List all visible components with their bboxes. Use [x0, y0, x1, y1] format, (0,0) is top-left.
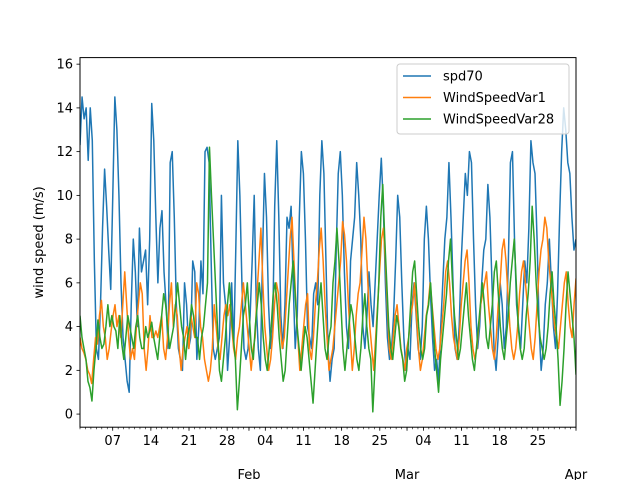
- series-layer: [80, 96, 576, 413]
- y-tick-label: 12: [56, 145, 73, 160]
- y-tick-label: 6: [65, 276, 73, 291]
- y-tick-label: 4: [65, 320, 73, 335]
- x-minor-tick-label: 14: [143, 434, 160, 449]
- y-axis: 0 2 4 6 8 10 12 14 16: [56, 58, 80, 423]
- x-minor-tick-label: 04: [415, 434, 432, 449]
- x-major-tick-label: Feb: [237, 468, 260, 480]
- x-major-tick-label: Mar: [395, 468, 420, 480]
- legend: spd70 WindSpeedVar1 WindSpeedVar28: [396, 63, 570, 135]
- x-minor-tick-label: 07: [104, 434, 121, 449]
- y-tick-label: 10: [56, 189, 73, 204]
- x-minor-tick-label: 18: [333, 434, 350, 449]
- x-minor-tick-label: 11: [295, 434, 312, 449]
- legend-label-WindSpeedVar1: WindSpeedVar1: [443, 91, 546, 106]
- x-axis: 07 14 21 28 04 11 18 25 04 11 18 25 Feb Mar Apr: [79, 427, 588, 480]
- y-tick-label: 2: [65, 364, 73, 379]
- y-tick-label: 0: [65, 408, 73, 423]
- legend-label-WindSpeedVar28: WindSpeedVar28: [443, 113, 554, 128]
- legend-label-spd70: spd70: [443, 70, 483, 85]
- x-minor-tick-label: 25: [530, 434, 547, 449]
- x-minor-tick-label: 04: [257, 434, 274, 449]
- x-minor-tick-label: 25: [372, 434, 389, 449]
- y-axis-label: wind speed (m/s): [32, 186, 47, 298]
- legend-box: [396, 63, 570, 135]
- y-tick-label: 8: [65, 233, 73, 248]
- x-minor-tick-label: 28: [219, 434, 236, 449]
- axes-frame: [79, 57, 577, 428]
- y-tick-label: 16: [56, 58, 73, 73]
- series-line-WindSpeedVar28: [80, 146, 576, 413]
- x-major-tick-label: Apr: [565, 468, 588, 480]
- x-minor-tick-label: 18: [491, 434, 508, 449]
- x-minor-tick-label: 11: [453, 434, 470, 449]
- y-tick-label: 14: [56, 101, 73, 116]
- x-minor-tick-label: 21: [181, 434, 198, 449]
